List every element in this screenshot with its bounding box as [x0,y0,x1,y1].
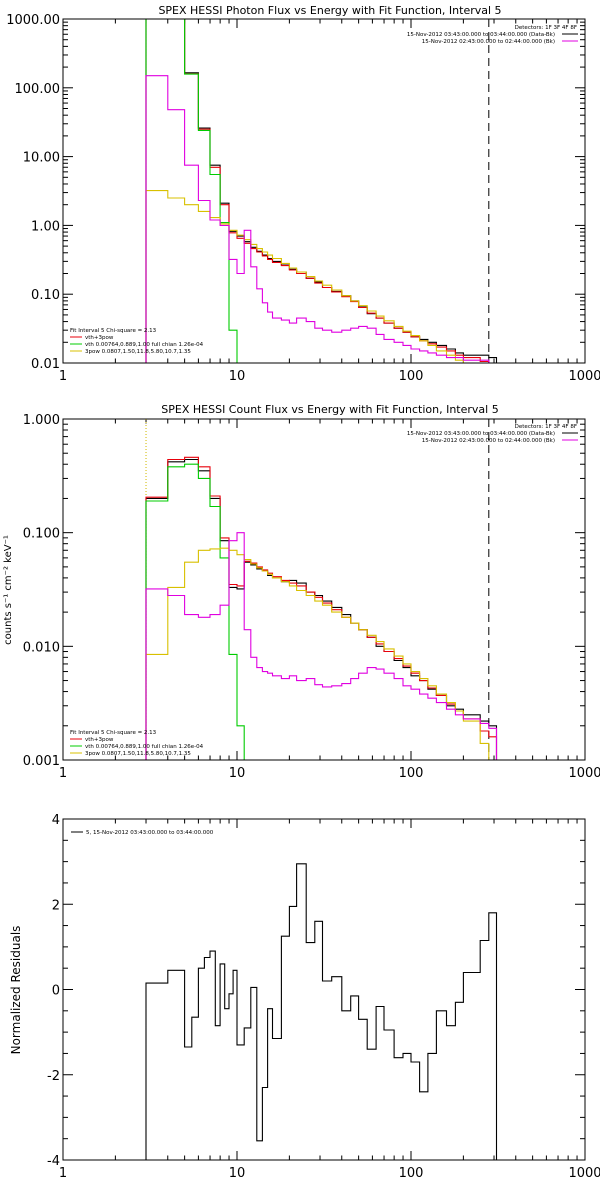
plot-body: 1 10 100 1000 -4 -2 0 2 4 [47,813,600,1181]
legend-line: Fit Interval 5 Chi-square = 2.13 [70,730,157,736]
series-line [145,75,498,363]
legend-line: vth+3pow [85,335,114,341]
legend-line: 3pow 0.0807,1.50,11.8,5.80,10.7,1.35 [85,751,191,757]
y-tick-label: 10.00 [23,151,60,166]
panel-title: SPEX HESSI Count Flux vs Energy with Fit… [161,403,498,416]
panel-title: SPEX HESSI Photon Flux vs Energy with Fi… [158,4,501,17]
x-tick-label: 1 [59,766,67,781]
header-line: Detectors: 1F 3F 4F 8F [515,424,577,430]
y-axis-label: Normalized Residuals [9,926,23,1055]
header-line: 15-Nov-2012 02:43:00.000 to 02:44:00.000… [422,39,555,45]
legend-line: vth 0.00764,0.889,1.00 full chian 1.26e-… [85,744,204,750]
plot-body: 1 10 100 1000 0.001 0.010 0.100 1.000 [23,413,600,781]
detector-header: Detectors: 1F 3F 4F 8F 15-Nov-2012 03:43… [407,424,578,444]
fit-legend: Fit Interval 5 Chi-square = 2.13 vth+3po… [70,730,204,757]
x-tick-label: 1 [59,369,67,384]
legend-line: vth 0.00764,0.889,1.00 full chian 1.26e-… [85,342,204,348]
header-line: 15-Nov-2012 02:43:00.000 to 02:44:00.000… [422,438,555,444]
series-line [145,463,245,760]
residual-legend: 5, 15-Nov-2012 03:43:00.000 to 03:44:00.… [71,830,214,836]
y-tick-label: -2 [47,1069,60,1084]
y-tick-label: 0.001 [23,754,60,769]
x-tick-label: 100 [399,766,424,781]
y-tick-label: 1000.00 [6,13,60,28]
y-tick-label: 1.000 [23,413,60,428]
header-line: Detectors: 1F 3F 4F 8F [515,25,577,31]
x-tick-label: 10 [229,766,246,781]
x-tick-label: 10 [229,1166,246,1181]
y-tick-label: -4 [47,1154,60,1169]
y-axis-label: counts s⁻¹ cm⁻² keV⁻¹ [3,535,14,645]
x-tick-label: 1000 [568,369,600,384]
x-tick-label: 100 [399,1166,424,1181]
y-tick-label: 0 [52,984,60,999]
legend-line: 5, 15-Nov-2012 03:43:00.000 to 03:44:00.… [86,830,214,836]
residuals-panel: 1 10 100 1000 -4 -2 0 2 4 5, 15-Nov-2012 03:43:0… [9,813,600,1181]
x-tick-label: 10 [229,369,246,384]
y-tick-label: 0.10 [31,288,60,303]
header-line: 15-Nov-2012 03:43:00.000 to 03:44:00.000… [407,32,555,38]
plot-frame [62,818,586,1161]
y-tick-label: 0.01 [31,357,60,372]
detector-header: Detectors: 1F 3F 4F 8F 15-Nov-2012 03:43… [407,25,578,45]
legend-line: Fit Interval 5 Chi-square = 2.13 [70,328,157,334]
series-line [145,532,498,760]
series-line [145,863,498,1160]
legend-line: 3pow 0.0807,1.50,11.8,5.80,10.7,1.35 [85,349,191,355]
x-tick-label: 1000 [568,766,600,781]
y-tick-label: 2 [52,898,60,913]
y-tick-label: 100.00 [15,82,61,97]
x-tick-label: 100 [399,369,424,384]
x-tick-label: 1000 [568,1166,600,1181]
plot-frame [62,418,586,761]
y-tick-label: 1.00 [31,219,60,234]
plot-frame [62,18,586,364]
count-flux-panel: SPEX HESSI Count Flux vs Energy with Fit… [3,403,600,781]
header-line: 15-Nov-2012 03:43:00.000 to 03:44:00.000… [407,431,555,437]
y-tick-label: 0.100 [23,527,60,542]
photon-flux-panel: SPEX HESSI Photon Flux vs Energy with Fi… [6,4,600,384]
plot-body: 1 10 100 1000 0.01 0.10 1.00 10.00 100.00 1000.00 [6,13,600,384]
series-line [145,19,245,363]
y-tick-label: 4 [52,813,60,828]
y-tick-label: 0.010 [23,640,60,655]
fit-legend: Fit Interval 5 Chi-square = 2.13 vth+3po… [70,328,204,355]
x-tick-label: 1 [59,1166,67,1181]
legend-line: vth+3pow [85,737,114,743]
